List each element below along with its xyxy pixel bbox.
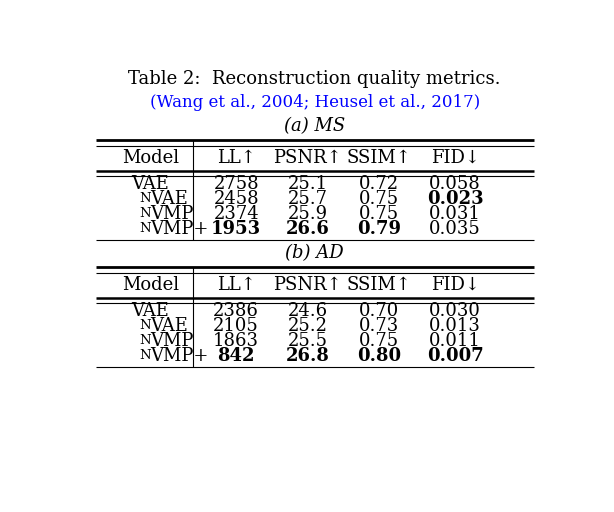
Text: 0.030: 0.030 (429, 302, 481, 319)
Text: VMP+: VMP+ (150, 347, 209, 365)
Text: VMP: VMP (150, 205, 194, 223)
Text: SSIM↑: SSIM↑ (346, 149, 411, 167)
Text: Model: Model (122, 149, 179, 167)
Text: 0.75: 0.75 (359, 189, 399, 208)
Text: N: N (139, 207, 150, 220)
Text: 0.72: 0.72 (359, 175, 399, 193)
Text: Table 2:  Reconstruction quality metrics.: Table 2: Reconstruction quality metrics. (128, 70, 501, 88)
Text: (Wang et al., 2004; Heusel et al., 2017): (Wang et al., 2004; Heusel et al., 2017) (150, 94, 480, 111)
Text: 0.79: 0.79 (357, 220, 401, 238)
Text: 0.013: 0.013 (429, 316, 481, 334)
Text: 0.80: 0.80 (357, 347, 401, 365)
Text: 0.75: 0.75 (359, 332, 399, 350)
Text: (b) AD: (b) AD (286, 244, 344, 263)
Text: 2758: 2758 (213, 175, 259, 193)
Text: VAE: VAE (150, 189, 188, 208)
Text: VAE: VAE (150, 316, 188, 334)
Text: (a) MS: (a) MS (284, 117, 345, 136)
Text: 2374: 2374 (213, 205, 259, 223)
Text: PSNR↑: PSNR↑ (273, 276, 342, 294)
Text: FID↓: FID↓ (430, 276, 480, 294)
Text: 26.8: 26.8 (286, 347, 330, 365)
Text: 0.023: 0.023 (427, 189, 483, 208)
Text: 25.2: 25.2 (287, 316, 327, 334)
Text: 842: 842 (217, 347, 255, 365)
Text: N: N (139, 222, 150, 235)
Text: VAE: VAE (131, 175, 169, 193)
Text: 0.035: 0.035 (429, 220, 481, 238)
Text: Model: Model (122, 276, 179, 294)
Text: N: N (139, 349, 150, 362)
Text: 25.5: 25.5 (287, 332, 327, 350)
Text: 0.007: 0.007 (427, 347, 483, 365)
Text: 1953: 1953 (211, 220, 261, 238)
Text: PSNR↑: PSNR↑ (273, 149, 342, 167)
Text: 2458: 2458 (213, 189, 259, 208)
Text: 0.011: 0.011 (429, 332, 481, 350)
Text: 2386: 2386 (213, 302, 259, 319)
Text: 0.031: 0.031 (429, 205, 481, 223)
Text: 0.70: 0.70 (359, 302, 399, 319)
Text: LL↑: LL↑ (217, 276, 255, 294)
Text: 0.75: 0.75 (359, 205, 399, 223)
Text: 25.9: 25.9 (287, 205, 328, 223)
Text: VMP: VMP (150, 332, 194, 350)
Text: VMP+: VMP+ (150, 220, 209, 238)
Text: FID↓: FID↓ (430, 149, 480, 167)
Text: 0.73: 0.73 (359, 316, 399, 334)
Text: N: N (139, 192, 150, 205)
Text: LL↑: LL↑ (217, 149, 255, 167)
Text: N: N (139, 319, 150, 332)
Text: 0.058: 0.058 (429, 175, 481, 193)
Text: 24.6: 24.6 (287, 302, 328, 319)
Text: SSIM↑: SSIM↑ (346, 276, 411, 294)
Text: 1863: 1863 (213, 332, 259, 350)
Text: VAE: VAE (131, 302, 169, 319)
Text: 2105: 2105 (213, 316, 259, 334)
Text: N: N (139, 334, 150, 347)
Text: 25.7: 25.7 (287, 189, 327, 208)
Text: 25.1: 25.1 (287, 175, 328, 193)
Text: 26.6: 26.6 (286, 220, 330, 238)
